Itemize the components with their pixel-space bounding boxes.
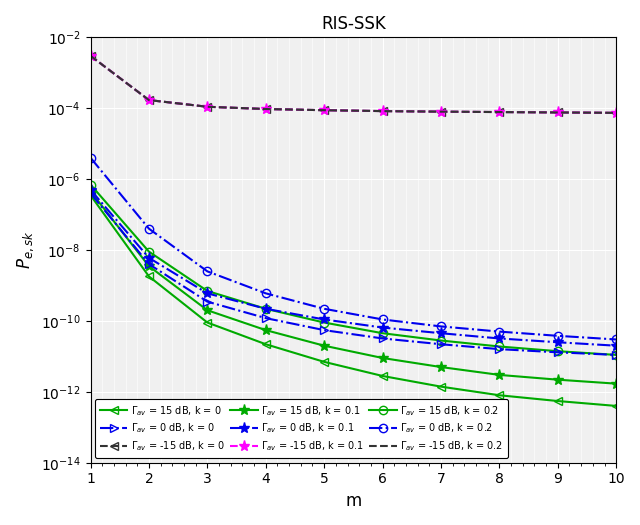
Legend: $\Gamma_{av}$ = 15 dB, k = 0, $\Gamma_{av}$ = 0 dB, k = 0, $\Gamma_{av}$ = -15 d: $\Gamma_{av}$ = 15 dB, k = 0, $\Gamma_{a… <box>95 399 508 458</box>
Y-axis label: $P_{e,sk}$: $P_{e,sk}$ <box>15 231 36 269</box>
X-axis label: m: m <box>345 492 362 510</box>
Title: RIS-SSK: RIS-SSK <box>321 15 386 33</box>
